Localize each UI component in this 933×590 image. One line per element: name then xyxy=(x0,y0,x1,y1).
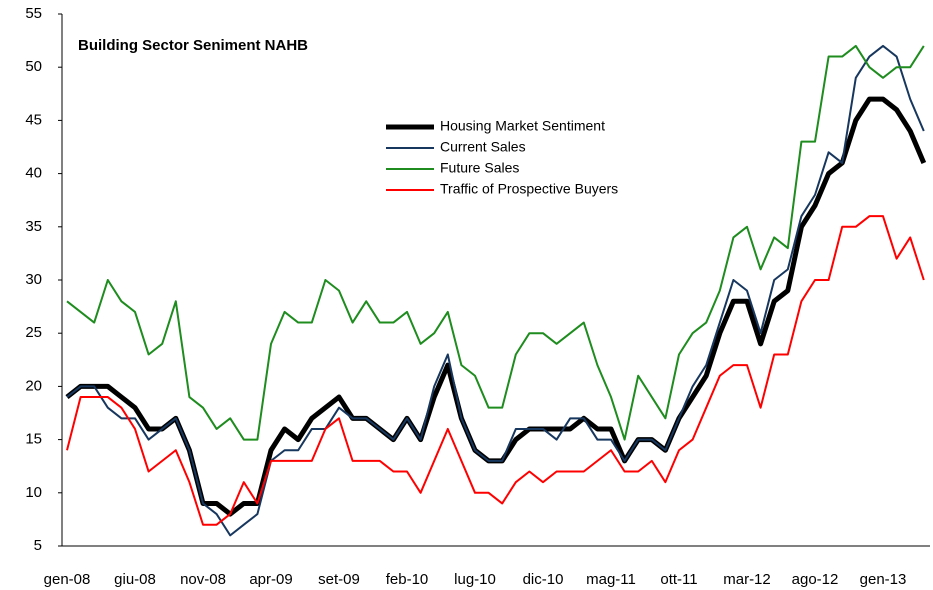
y-tick-label: 10 xyxy=(25,484,42,501)
chart-title: Building Sector Seniment NAHB xyxy=(78,37,308,54)
legend-bg xyxy=(380,117,660,138)
legend-label: Future Sales xyxy=(440,160,519,176)
legend-bg xyxy=(380,180,660,201)
series-line xyxy=(66,215,925,526)
series-line xyxy=(66,44,925,537)
y-tick-label: 5 xyxy=(34,537,42,554)
x-tick-label: mag-11 xyxy=(586,571,636,588)
x-tick-label: gen-08 xyxy=(44,571,91,588)
x-tick-label: set-09 xyxy=(318,571,360,588)
x-tick-label: ago-12 xyxy=(792,571,839,588)
x-tick-label: mar-12 xyxy=(723,571,771,588)
legend-label: Current Sales xyxy=(440,139,526,155)
y-tick-label: 25 xyxy=(25,324,42,341)
y-tick-label: 50 xyxy=(25,58,42,75)
x-tick-label: gen-13 xyxy=(860,571,907,588)
y-tick-label: 45 xyxy=(25,111,42,128)
legend-bg xyxy=(380,159,660,180)
y-tick-label: 15 xyxy=(25,431,42,448)
y-tick-label: 35 xyxy=(25,218,42,235)
x-tick-label: dic-10 xyxy=(523,571,564,588)
legend-bg xyxy=(380,138,660,159)
x-tick-label: ott-11 xyxy=(660,571,697,588)
y-tick-label: 40 xyxy=(25,165,42,182)
y-tick-label: 55 xyxy=(25,5,42,22)
x-tick-label: lug-10 xyxy=(454,571,496,588)
x-tick-label: nov-08 xyxy=(180,571,226,588)
y-tick-label: 30 xyxy=(25,271,42,288)
y-tick-label: 20 xyxy=(25,377,42,394)
legend-label: Housing Market Sentiment xyxy=(440,118,605,134)
series-line xyxy=(66,44,925,441)
x-tick-label: feb-10 xyxy=(386,571,429,588)
x-tick-label: giu-08 xyxy=(114,571,156,588)
x-tick-label: apr-09 xyxy=(249,571,292,588)
legend-label: Traffic of Prospective Buyers xyxy=(440,181,618,197)
